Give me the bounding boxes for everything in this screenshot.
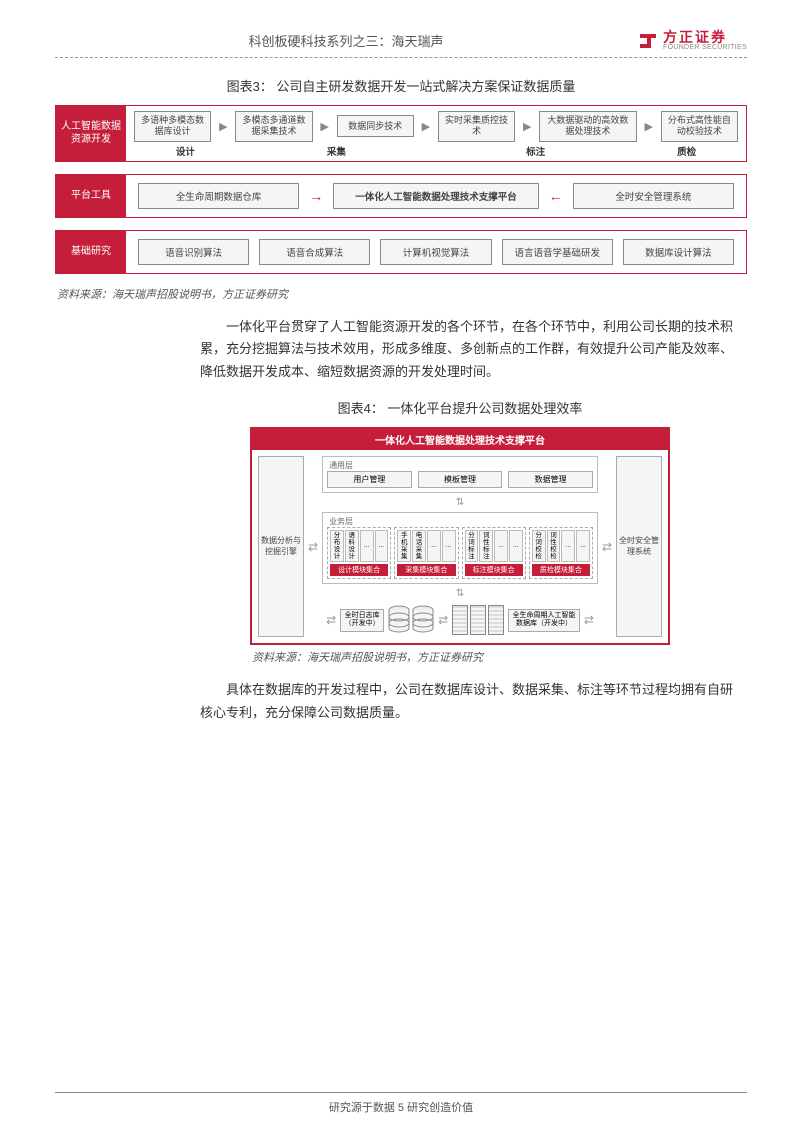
fig4-cell: 分布设计	[330, 530, 344, 563]
fig3-row3: 基础研究 语音识别算法 语音合成算法 计算机视觉算法 语言语音学基础研发 数据库…	[55, 230, 747, 274]
fig4-biz-label: 业务层	[327, 516, 593, 527]
double-arrow-icon: ⇄	[584, 613, 594, 627]
figure4-source: 资料来源：海天瑞声招股说明书，方正证券研究	[252, 649, 670, 665]
double-arrow-icon: ⇄	[438, 613, 448, 627]
fig4-cell: ...	[494, 530, 508, 563]
arrow-right-icon: ▶	[643, 120, 655, 133]
logo-icon	[637, 31, 659, 51]
fig4-cell: 电话采集	[412, 530, 426, 563]
fig3-row3-box: 语音合成算法	[259, 239, 370, 265]
fig4-db-left-label: 全时日志库（开发中）	[340, 609, 384, 632]
fig4-cell: 词性校检	[547, 530, 561, 563]
fig3-box: 多语种多模态数据库设计	[134, 111, 211, 142]
arrow-right-icon: ▶	[521, 120, 533, 133]
header-title: 科创板硬科技系列之三：海天瑞声	[55, 31, 637, 50]
figure3-source: 资料来源：海天瑞声招股说明书，方正证券研究	[57, 286, 747, 302]
fig3-box: 多模态多通道数据采集技术	[235, 111, 312, 142]
double-arrow-icon: ⇄	[308, 456, 318, 638]
fig4-left-side: 数据分析与挖掘引擎	[258, 456, 304, 638]
fig3-row2-label: 平台工具	[56, 175, 126, 217]
fig4-bottom: ⇄ 全时日志库（开发中） ⇄ 全生命周期人工智能	[322, 603, 598, 637]
fig4-top-section: 通用层 用户管理 模板管理 数据管理	[322, 456, 598, 493]
fig4-cell: ...	[576, 530, 590, 563]
fig4-group: 分布设计语料设计......设计模块集合	[327, 527, 391, 580]
fig3-row3-label: 基础研究	[56, 231, 126, 273]
fig4-top-label: 通用层	[327, 460, 593, 471]
fig4-cell: 分词标注	[465, 530, 479, 563]
figure3-title: 图表3： 公司自主研发数据开发一站式解决方案保证数据质量	[55, 76, 747, 95]
footer-text: 研究源于数据 5 研究创造价值	[0, 1099, 802, 1115]
fig4-cell: ...	[360, 530, 374, 563]
fig4-top-box: 数据管理	[508, 471, 593, 488]
logo-text-cn: 方正证券	[663, 30, 747, 44]
double-arrow-v-icon: ⇅	[322, 497, 598, 508]
paragraph-2: 具体在数据库的开发过程中，公司在数据库设计、数据采集、标注等环节过程均拥有自研核…	[55, 679, 747, 725]
logo-text-en: FOUNDER SECURITIES	[663, 44, 747, 51]
fig4-biz-section: 业务层 分布设计语料设计......设计模块集合手机采集电话采集......采集…	[322, 512, 598, 585]
fig3-box: 大数据驱动的高效数据处理技术	[539, 111, 636, 142]
arrow-left-red-icon: ←	[549, 188, 563, 204]
fig4-db-right-label: 全生命周期人工智能数据库（开发中）	[508, 609, 580, 632]
double-arrow-v-icon: ⇅	[322, 588, 598, 599]
fig4-group: 分词标注词性标注......标注模块集合	[462, 527, 526, 580]
fig4-cell: 词性标注	[479, 530, 493, 563]
fig4-group-foot: 设计模块集合	[330, 564, 388, 576]
double-arrow-icon: ⇄	[602, 456, 612, 638]
arrow-right-icon: ▶	[420, 120, 432, 133]
fig3-row3-box: 语音识别算法	[138, 239, 249, 265]
fig4-cell: ...	[427, 530, 441, 563]
fig3-box: 实时采集质控技术	[438, 111, 515, 142]
fig3-stage: 质检	[635, 144, 738, 158]
figure3: 人工智能数据资源开发 多语种多模态数据库设计 ▶ 多模态多通道数据采集技术 ▶ …	[55, 105, 747, 274]
fig4-cell: 语料设计	[345, 530, 359, 563]
fig3-row2-center: 一体化人工智能数据处理技术支撑平台	[333, 183, 538, 209]
arrow-right-icon: ▶	[217, 120, 229, 133]
fig4-right-side: 全时安全管理系统	[616, 456, 662, 638]
paragraph-1: 一体化平台贯穿了人工智能资源开发的各个环节，在各个环节中，利用公司长期的技术积累…	[55, 316, 747, 384]
fig3-row3-box: 计算机视觉算法	[380, 239, 491, 265]
fig4-group-foot: 质检模块集合	[532, 564, 590, 576]
fig3-row2: 平台工具 全生命周期数据仓库 → 一体化人工智能数据处理技术支撑平台 ← 全时安…	[55, 174, 747, 218]
arrow-right-icon: ▶	[319, 120, 331, 133]
fig4-top-box: 模板管理	[418, 471, 503, 488]
fig4-group: 手机采集电话采集......采集模块集合	[394, 527, 458, 580]
fig4-cell: ...	[509, 530, 523, 563]
fig4-group: 分词校检词性校检......质检模块集合	[529, 527, 593, 580]
fig3-row1: 人工智能数据资源开发 多语种多模态数据库设计 ▶ 多模态多通道数据采集技术 ▶ …	[55, 105, 747, 162]
page-footer: 研究源于数据 5 研究创造价值	[0, 1092, 802, 1115]
fig3-box: 分布式高性能自动校验技术	[661, 111, 738, 142]
fig4-cell: ...	[375, 530, 389, 563]
fig4-cell: 分词校检	[532, 530, 546, 563]
page-header: 科创板硬科技系列之三：海天瑞声 方正证券 FOUNDER SECURITIES	[55, 30, 747, 58]
double-arrow-icon: ⇄	[326, 613, 336, 627]
fig3-row1-label: 人工智能数据资源开发	[56, 106, 126, 161]
fig4-group-foot: 采集模块集合	[397, 564, 455, 576]
server-icon	[452, 605, 504, 635]
fig3-row3-box: 语言语音学基础研发	[502, 239, 613, 265]
figure4: 一体化人工智能数据处理技术支撑平台 数据分析与挖掘引擎 ⇄ 通用层 用户管理 模…	[250, 427, 670, 646]
fig3-row2-left: 全生命周期数据仓库	[138, 183, 299, 209]
database-icon	[388, 605, 434, 635]
fig3-box: 数据同步技术	[337, 115, 414, 137]
fig3-row2-right: 全时安全管理系统	[573, 183, 734, 209]
company-logo: 方正证券 FOUNDER SECURITIES	[637, 30, 747, 51]
figure4-title: 图表4： 一体化平台提升公司数据处理效率	[250, 398, 670, 417]
fig4-cell: 手机采集	[397, 530, 411, 563]
fig4-cell: ...	[561, 530, 575, 563]
fig3-stage: 标注	[436, 144, 635, 158]
fig3-row3-box: 数据库设计算法	[623, 239, 734, 265]
fig4-banner: 一体化人工智能数据处理技术支撑平台	[252, 429, 668, 450]
fig3-stage: 采集	[237, 144, 436, 158]
fig4-top-box: 用户管理	[327, 471, 412, 488]
fig4-cell: ...	[442, 530, 456, 563]
arrow-right-red-icon: →	[309, 188, 323, 204]
fig4-group-foot: 标注模块集合	[465, 564, 523, 576]
fig3-stage: 设计	[134, 144, 237, 158]
